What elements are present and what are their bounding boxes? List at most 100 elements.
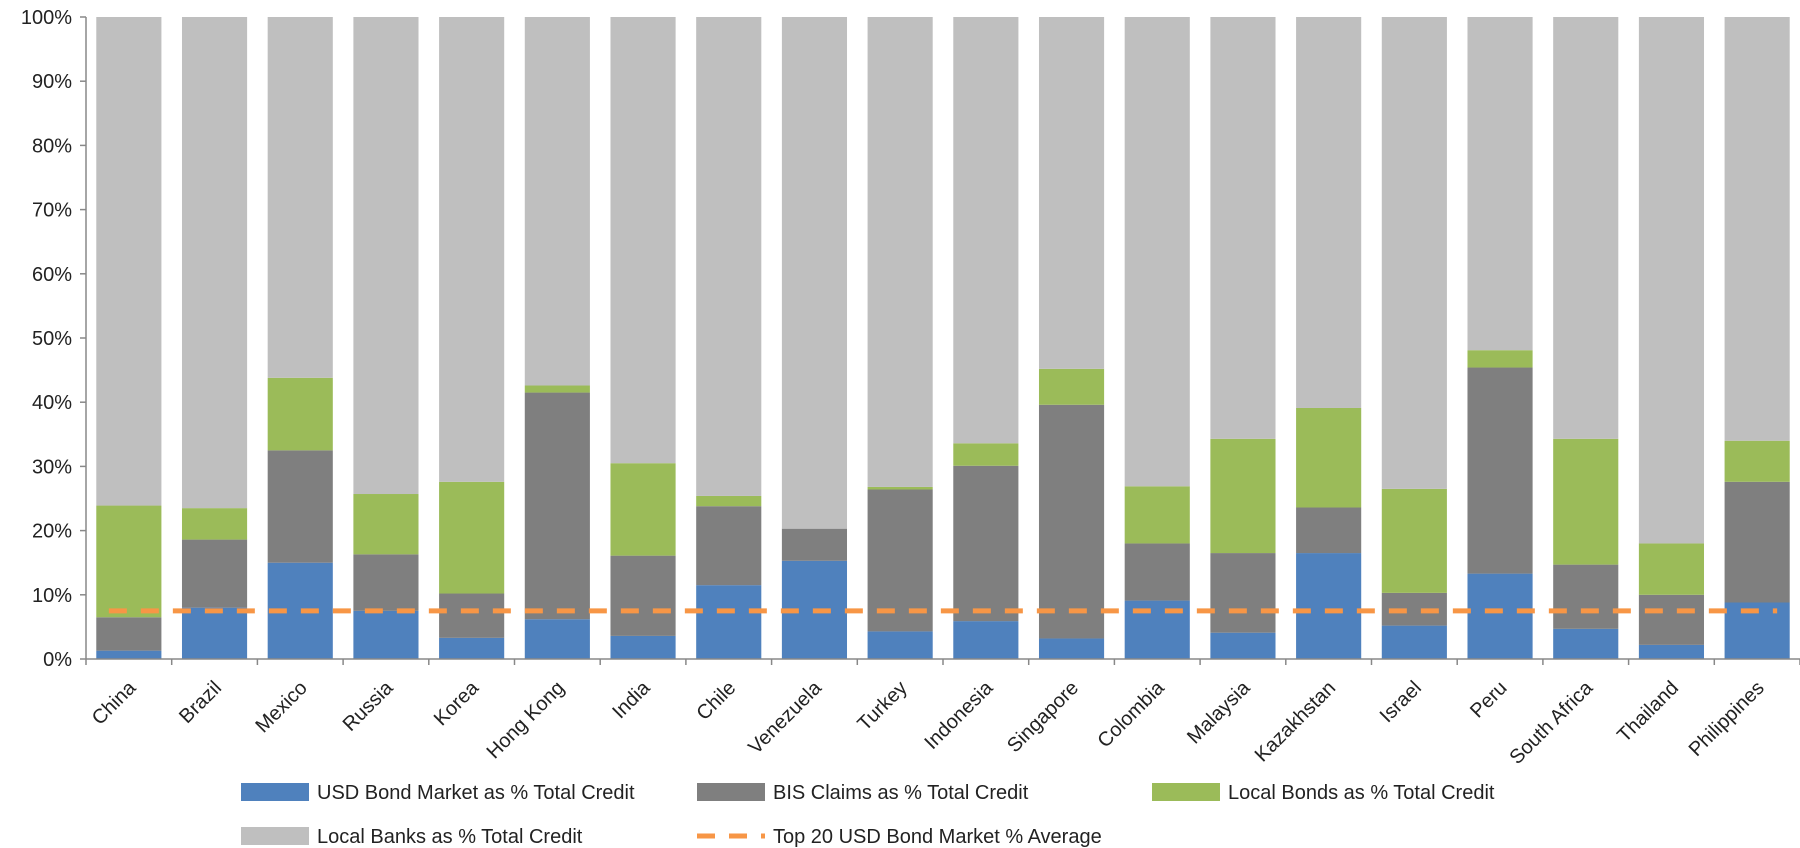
legend-label: Top 20 USD Bond Market % Average [773,826,1102,848]
bar-segment-indonesia-local-banks-as-total-credit [953,17,1019,444]
bar-segment-mexico-local-banks-as-total-credit [267,17,333,378]
y-tick-label: 80% [32,135,72,157]
bar-segment-india-local-banks-as-total-credit [610,17,676,464]
x-tick-label: Colombia [1093,676,1169,752]
bar-segment-kazakhstan-local-bonds-as-total-credit [1296,407,1362,508]
bar-segment-malaysia-local-bonds-as-total-credit [1210,438,1276,554]
x-tick-label: Russia [339,676,398,735]
bar-segment-kazakhstan-usd-bond-market-as-total-credit [1296,553,1362,659]
legend-item: Local Bonds as % Total Credit [1152,782,1495,804]
bar-segment-philippines-local-bonds-as-total-credit [1724,440,1790,482]
x-tick-label: India [608,676,655,723]
bar-segment-colombia-local-banks-as-total-credit [1124,17,1190,487]
legend-item: BIS Claims as % Total Credit [697,782,1029,804]
y-tick-label: 0% [43,649,72,671]
bar-segment-venezuela-local-banks-as-total-credit [781,17,848,529]
bar-segment-russia-local-bonds-as-total-credit [353,494,419,555]
x-tick-label: Hong Kong [483,677,569,763]
bar-segment-south-africa-local-banks-as-total-credit [1553,17,1619,439]
x-tick-label: China [88,676,141,729]
bars-layer [96,17,1790,659]
y-tick-label: 60% [32,264,72,286]
bar-segment-korea-local-banks-as-total-credit [439,17,505,482]
bar-segment-india-usd-bond-market-as-total-credit [610,635,676,659]
legend: USD Bond Market as % Total Credit BIS Cla… [241,782,1495,848]
legend-swatch [1152,783,1220,801]
bar-segment-malaysia-local-banks-as-total-credit [1210,17,1276,439]
bar-segment-russia-bis-claims-as-total-credit [353,554,419,611]
x-tick-label: Peru [1466,677,1511,722]
legend-item: Top 20 USD Bond Market % Average [697,826,1102,848]
x-tick-label: Malaysia [1183,676,1255,748]
bar-segment-china-usd-bond-market-as-total-credit [96,650,162,659]
bar-segment-kazakhstan-local-banks-as-total-credit [1296,17,1362,408]
bar-segment-chile-local-banks-as-total-credit [696,17,762,496]
y-tick-label: 10% [32,585,72,607]
x-tick-label: Korea [430,676,484,730]
bar-segment-malaysia-usd-bond-market-as-total-credit [1210,632,1276,659]
bar-segment-brazil-usd-bond-market-as-total-credit [181,607,248,659]
bar-segment-mexico-local-bonds-as-total-credit [267,377,333,451]
bar-segment-india-bis-claims-as-total-credit [610,555,676,636]
legend-label: Local Banks as % Total Credit [317,826,583,848]
bar-segment-hong-kong-usd-bond-market-as-total-credit [524,619,590,659]
bar-segment-peru-local-banks-as-total-credit [1467,17,1533,351]
bar-segment-colombia-bis-claims-as-total-credit [1124,543,1190,601]
bar-segment-chile-usd-bond-market-as-total-credit [696,585,762,659]
bar-segment-india-local-bonds-as-total-credit [610,463,676,556]
bar-segment-singapore-local-banks-as-total-credit [1038,17,1105,369]
x-tick-label: Mexico [251,677,311,737]
bar-segment-turkey-usd-bond-market-as-total-credit [867,631,933,659]
bar-segment-colombia-local-bonds-as-total-credit [1124,486,1190,544]
legend-label: USD Bond Market as % Total Credit [317,782,635,804]
bar-segment-thailand-local-banks-as-total-credit [1638,17,1705,544]
legend-swatch [241,827,309,845]
y-tick-label: 30% [32,456,72,478]
x-tick-label: Kazakhstan [1251,677,1340,766]
bar-segment-korea-usd-bond-market-as-total-credit [439,637,505,659]
x-tick-label: South Africa [1505,676,1597,768]
bar-segment-korea-bis-claims-as-total-credit [439,593,505,638]
bar-segment-south-africa-bis-claims-as-total-credit [1553,564,1619,629]
bar-segment-south-africa-local-bonds-as-total-credit [1553,438,1619,565]
y-tick-label: 40% [32,392,72,414]
bar-segment-israel-usd-bond-market-as-total-credit [1381,625,1447,659]
bar-segment-china-local-banks-as-total-credit [96,17,162,506]
bar-segment-russia-usd-bond-market-as-total-credit [353,610,419,659]
bar-segment-thailand-local-bonds-as-total-credit [1638,543,1705,595]
bar-segment-hong-kong-local-banks-as-total-credit [524,17,590,386]
legend-label: BIS Claims as % Total Credit [773,782,1029,804]
bar-segment-turkey-bis-claims-as-total-credit [867,489,933,632]
bar-segment-indonesia-local-bonds-as-total-credit [953,443,1019,466]
bar-segment-hong-kong-local-bonds-as-total-credit [524,385,590,393]
legend-swatch [697,783,765,801]
bar-segment-philippines-local-banks-as-total-credit [1724,17,1790,441]
legend-item: Local Banks as % Total Credit [241,826,583,848]
bar-segment-mexico-bis-claims-as-total-credit [267,450,333,563]
bar-segment-chile-local-bonds-as-total-credit [696,495,762,507]
y-tick-label: 100% [21,7,72,29]
bar-segment-brazil-bis-claims-as-total-credit [181,539,248,608]
bar-segment-thailand-usd-bond-market-as-total-credit [1638,644,1705,659]
bar-segment-brazil-local-banks-as-total-credit [181,17,248,509]
bar-segment-south-africa-usd-bond-market-as-total-credit [1553,628,1619,659]
bar-segment-turkey-local-banks-as-total-credit [867,17,933,487]
bar-segment-brazil-local-bonds-as-total-credit [181,508,248,540]
x-tick-label: Singapore [1003,677,1083,757]
bar-segment-peru-usd-bond-market-as-total-credit [1467,573,1533,659]
bar-segment-indonesia-bis-claims-as-total-credit [953,465,1019,622]
bar-segment-israel-local-banks-as-total-credit [1381,17,1447,489]
y-tick-label: 70% [32,200,72,222]
bar-segment-thailand-bis-claims-as-total-credit [1638,594,1705,645]
bar-segment-venezuela-bis-claims-as-total-credit [781,528,848,561]
bar-segment-peru-bis-claims-as-total-credit [1467,367,1533,574]
legend-label: Local Bonds as % Total Credit [1228,782,1495,804]
bar-segment-singapore-bis-claims-as-total-credit [1038,404,1105,639]
x-tick-label: Thailand [1613,677,1683,747]
bar-segment-korea-local-bonds-as-total-credit [439,481,505,594]
legend-swatch [241,783,309,801]
bar-segment-singapore-local-bonds-as-total-credit [1038,368,1105,405]
y-tick-label: 20% [32,521,72,543]
bar-segment-chile-bis-claims-as-total-credit [696,506,762,586]
bar-segment-kazakhstan-bis-claims-as-total-credit [1296,507,1362,554]
